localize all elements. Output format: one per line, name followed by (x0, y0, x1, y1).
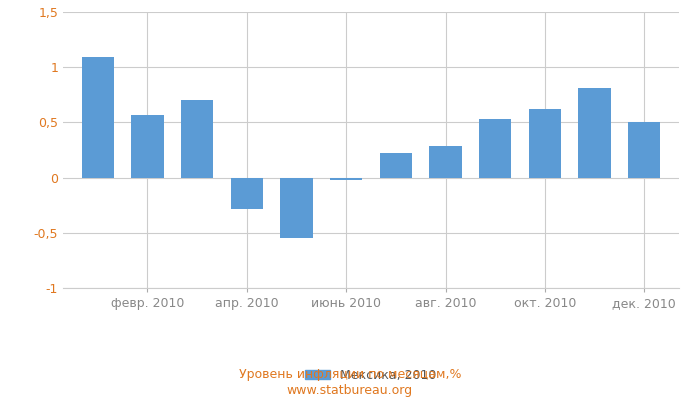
Text: www.statbureau.org: www.statbureau.org (287, 384, 413, 397)
Bar (628, 122, 660, 178)
Legend: Мексика, 2010: Мексика, 2010 (300, 364, 442, 387)
Bar (330, 178, 363, 180)
Bar (429, 146, 462, 178)
Bar (132, 115, 164, 178)
Bar (528, 109, 561, 178)
Bar (82, 57, 114, 178)
Bar (578, 88, 610, 178)
Bar (280, 178, 313, 238)
Bar (479, 119, 511, 178)
Text: Уровень инфляции по месяцам,%: Уровень инфляции по месяцам,% (239, 368, 461, 381)
Bar (231, 178, 263, 208)
Bar (379, 153, 412, 178)
Bar (181, 100, 214, 178)
